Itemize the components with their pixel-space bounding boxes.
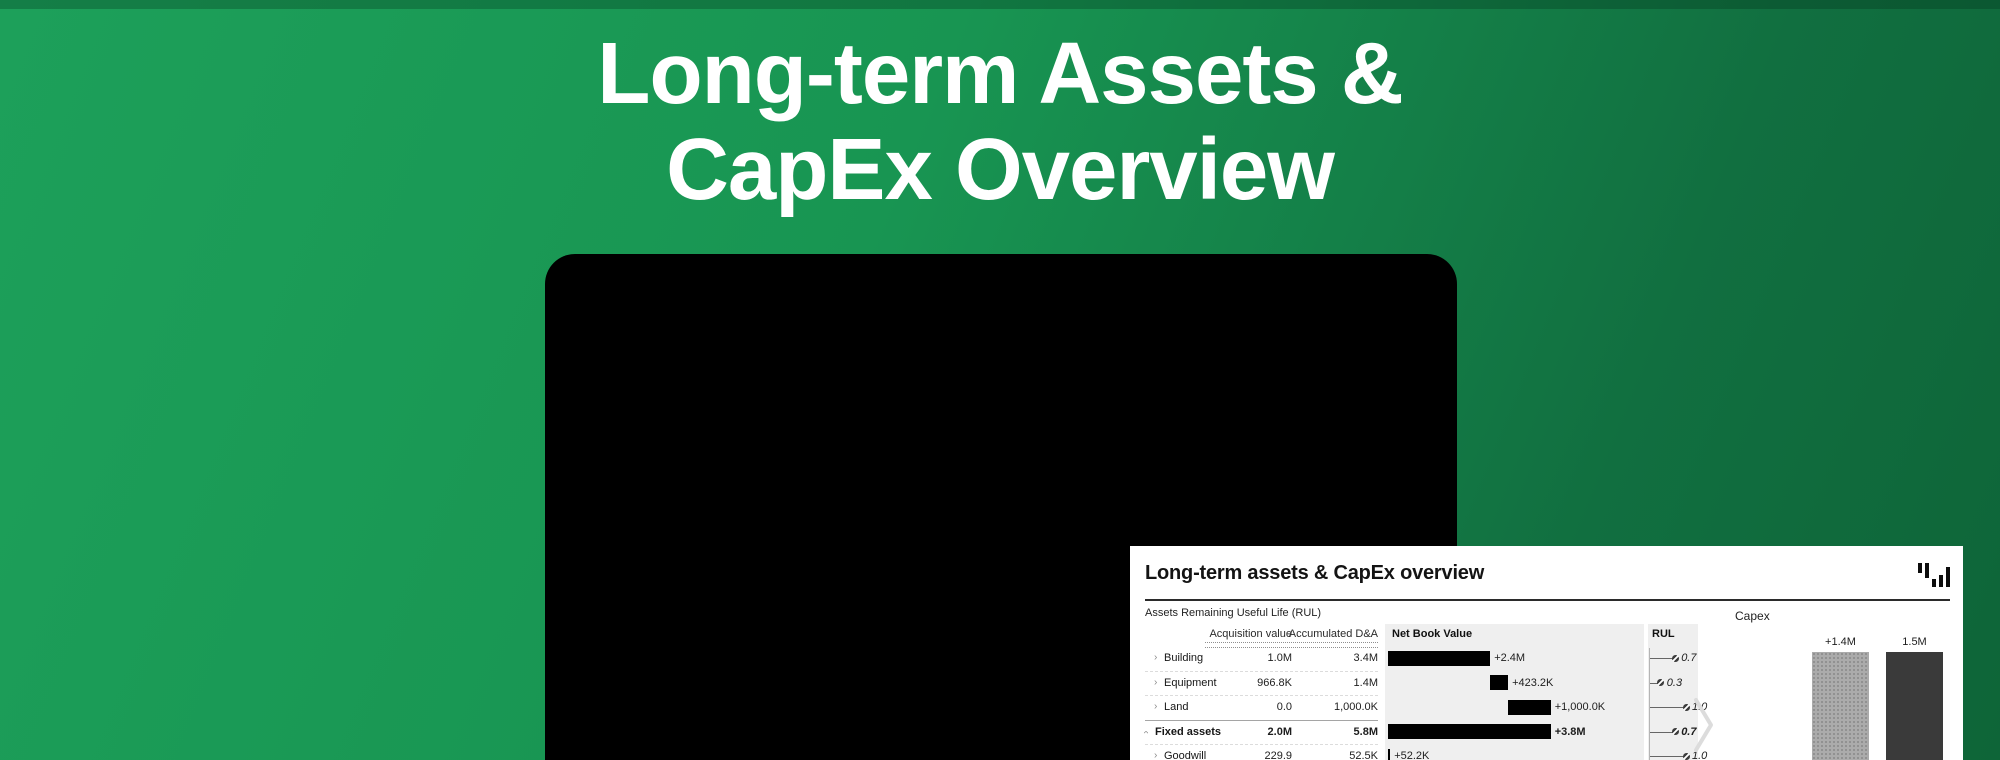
nbv-bar xyxy=(1388,724,1551,740)
nbv-value-label: +1,000.0K xyxy=(1554,701,1606,713)
capex-bar-label: +1.4M xyxy=(1825,636,1856,648)
expand-chevron-icon[interactable]: › xyxy=(1154,676,1158,688)
accumulated-da-value: 52.5K xyxy=(1349,750,1378,760)
rul-marker-icon xyxy=(1682,703,1690,711)
header-underline xyxy=(1281,642,1378,648)
column-header-nbv: Net Book Value xyxy=(1392,628,1473,640)
rul-stem xyxy=(1650,756,1686,758)
nbv-bar xyxy=(1388,650,1491,666)
acquisition-value: 229.9 xyxy=(1264,750,1292,760)
row-label: Building xyxy=(1164,652,1204,664)
nbv-value-label: +2.4M xyxy=(1494,652,1526,664)
rul-marker-icon xyxy=(1682,752,1690,760)
expand-chevron-icon[interactable]: › xyxy=(1154,750,1158,760)
capex-chart: +100.0KMaintenance+1.4MNew product. unit… xyxy=(1730,631,1958,760)
bar-chart-logo-icon xyxy=(1918,563,1950,587)
rul-marker-icon xyxy=(1671,654,1679,662)
rul-axis-line xyxy=(1649,648,1650,760)
nbv-value-label: +423.2K xyxy=(1512,676,1554,689)
accumulated-da-value: 5.8M xyxy=(1353,725,1378,738)
rul-marker-icon xyxy=(1671,728,1679,736)
acquisition-value: 0.0 xyxy=(1276,701,1292,713)
rul-marker-icon xyxy=(1657,679,1665,687)
row-separator xyxy=(1145,695,1378,696)
accumulated-da-value: 3.4M xyxy=(1353,652,1378,664)
rul-value-label: 1.0 xyxy=(1692,750,1708,760)
assets-table-caption: Assets Remaining Useful Life (RUL) xyxy=(1145,607,1322,619)
assets-table: Acquisition value Accumulated D&A Net Bo… xyxy=(1140,624,1707,760)
row-label: Goodwill xyxy=(1164,750,1207,760)
rul-column-background xyxy=(1648,624,1698,760)
title-underline xyxy=(1145,599,1950,601)
rul-stem xyxy=(1650,682,1661,684)
nbv-value-label: +52.2K xyxy=(1394,750,1430,760)
hero-title-line1: Long-term Assets & xyxy=(597,25,1403,122)
capex-bar xyxy=(1812,652,1869,760)
acquisition-value: 966.8K xyxy=(1257,676,1292,689)
rul-value-label: 0.7 xyxy=(1681,652,1697,664)
nbv-bar xyxy=(1388,748,1391,760)
expand-chevron-icon[interactable]: › xyxy=(1154,652,1158,663)
rul-stem xyxy=(1650,707,1686,709)
monitor-frame: Long-term assets & CapEx overview Assets… xyxy=(545,254,1963,760)
hero-title: Long-term Assets & CapEx Overview xyxy=(0,26,2000,218)
row-separator xyxy=(1145,719,1378,721)
row-label: Fixed assets xyxy=(1155,725,1222,738)
row-separator xyxy=(1145,744,1378,745)
column-header-accumulated: Accumulated D&A xyxy=(1288,628,1378,640)
capex-bar-label: 1.5M xyxy=(1902,636,1927,648)
capex-bar xyxy=(1886,652,1943,760)
capex-chart-title: Capex xyxy=(1735,609,1770,623)
rul-value-label: 0.7 xyxy=(1681,725,1697,738)
accumulated-da-value: 1.4M xyxy=(1353,676,1378,689)
carousel-next-icon[interactable] xyxy=(1693,697,1715,753)
acquisition-value: 2.0M xyxy=(1267,725,1292,738)
nbv-value-label: +3.8M xyxy=(1554,725,1586,738)
rul-value-label: 0.3 xyxy=(1666,676,1683,689)
rul-stem xyxy=(1650,731,1676,733)
dashboard-screen: Long-term assets & CapEx overview Assets… xyxy=(1130,546,1963,760)
row-label: Equipment xyxy=(1164,676,1217,689)
row-separator xyxy=(1145,670,1378,672)
expand-chevron-icon[interactable]: › xyxy=(1154,701,1158,712)
column-header-acquisition: Acquisition value xyxy=(1209,628,1292,640)
rul-stem xyxy=(1650,658,1676,660)
row-label: Land xyxy=(1164,701,1189,713)
header-underline xyxy=(1205,642,1292,648)
acquisition-value: 1.0M xyxy=(1267,652,1292,664)
dashboard-title: Long-term assets & CapEx overview xyxy=(1145,562,1485,584)
nbv-bar xyxy=(1490,675,1509,691)
hero-title-line2: CapEx Overview xyxy=(666,121,1335,218)
accumulated-da-value: 1,000.0K xyxy=(1333,701,1378,713)
nbv-bar xyxy=(1508,699,1551,715)
column-header-rul: RUL xyxy=(1652,628,1675,640)
